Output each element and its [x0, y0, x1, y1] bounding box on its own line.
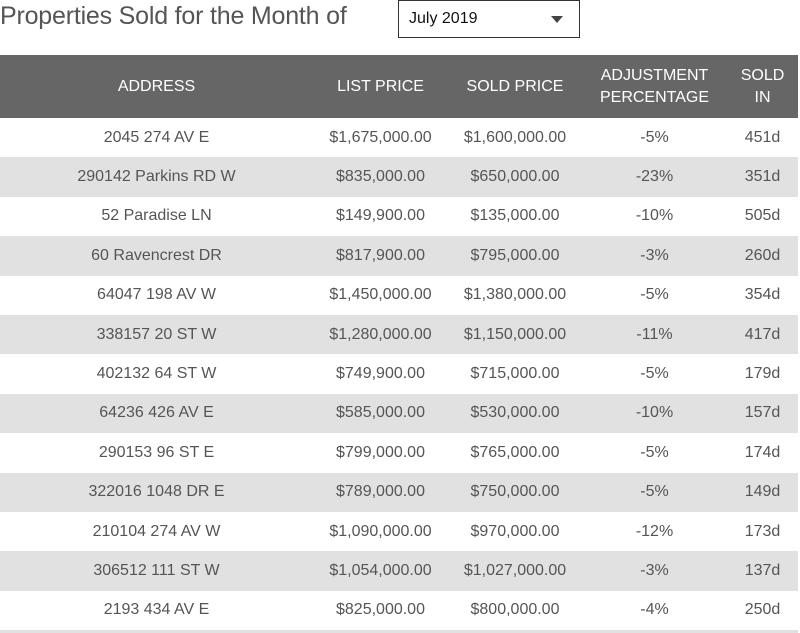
- column-header-adjustment-percentage: ADJUSTMENT PERCENTAGE: [599, 66, 710, 106]
- cell-list-price: $149,900.00: [336, 207, 425, 225]
- table-row: 290153 96 ST E $799,000.00 $765,000.00 -5% 1…: [0, 433, 798, 472]
- cell-sold-price: $1,027,000.00: [463, 561, 567, 579]
- cell-list-price: $825,000.00: [336, 601, 425, 619]
- table-row: 2045 274 AV E $1,675,000.00 $1,600,000.00 -…: [0, 118, 798, 157]
- table-row: 64047 198 AV W $1,450,000.00 $1,380,000.00…: [0, 276, 798, 315]
- cell-sold-in: 174d: [744, 443, 781, 461]
- cell-sold-price: $765,000.00: [470, 443, 560, 461]
- cell-list-price: $789,000.00: [336, 483, 425, 501]
- cell-sold-price: $135,000.00: [470, 207, 560, 225]
- cell-sold-in: 417d: [744, 325, 781, 343]
- cell-address: 290142 Parkins RD W: [77, 168, 236, 186]
- cell-list-price: $799,000.00: [336, 443, 425, 461]
- cell-adjustment-percentage: -23%: [635, 168, 674, 186]
- column-header-sold-price: SOLD PRICE: [466, 77, 564, 95]
- column-header-sold-in: SOLD IN: [740, 66, 785, 106]
- cell-adjustment-percentage: -3%: [640, 246, 669, 264]
- cell-adjustment-percentage: -5%: [640, 443, 669, 461]
- cell-sold-price: $530,000.00: [470, 404, 560, 422]
- table-row: 60 Ravencrest DR $817,900.00 $795,000.00 -3…: [0, 236, 798, 276]
- cell-list-price: $835,000.00: [336, 168, 425, 186]
- cell-sold-in: 137d: [744, 561, 781, 579]
- cell-adjustment-percentage: -4%: [640, 601, 669, 619]
- cell-address: 60 Ravencrest DR: [91, 246, 222, 264]
- cell-list-price: $585,000.00: [336, 404, 425, 422]
- cell-list-price: $1,054,000.00: [329, 561, 432, 579]
- cell-sold-in: 354d: [744, 286, 781, 304]
- month-select[interactable]: July 2019: [398, 0, 580, 38]
- cell-sold-in: 173d: [744, 522, 781, 540]
- cell-sold-price: $650,000.00: [470, 168, 560, 186]
- cell-sold-in: 250d: [744, 601, 781, 619]
- cell-sold-price: $795,000.00: [470, 246, 560, 264]
- cell-adjustment-percentage: -12%: [635, 522, 674, 540]
- caret-down-icon: [551, 16, 563, 23]
- cell-adjustment-percentage: -5%: [640, 286, 669, 304]
- cell-sold-in: 505d: [744, 207, 781, 225]
- column-header-list-price: LIST PRICE: [337, 77, 424, 95]
- cell-list-price: $749,900.00: [336, 365, 425, 383]
- cell-sold-price: $1,150,000.00: [463, 325, 567, 343]
- cell-list-price: $1,450,000.00: [329, 286, 432, 304]
- table-body: 2045 274 AV E $1,675,000.00 $1,600,000.00 -…: [0, 118, 798, 632]
- cell-adjustment-percentage: -10%: [635, 207, 674, 225]
- cell-sold-in: 149d: [744, 483, 781, 501]
- cell-sold-in: 179d: [744, 365, 781, 383]
- cell-list-price: $1,090,000.00: [329, 522, 432, 540]
- cell-sold-in: 157d: [744, 404, 781, 422]
- table-row: 402132 64 ST W $749,900.00 $715,000.00 -5% 1…: [0, 354, 798, 393]
- cell-sold-price: $800,000.00: [470, 601, 560, 619]
- cell-address: 52 Paradise LN: [101, 207, 212, 225]
- table-row: 290142 Parkins RD W $835,000.00 $650,000.0…: [0, 157, 798, 197]
- cell-adjustment-percentage: -5%: [640, 483, 669, 501]
- table-row: 210104 274 AV W $1,090,000.00 $970,000.00 -…: [0, 512, 798, 551]
- table-row: 2193 434 AV E $825,000.00 $800,000.00 -4% 25…: [0, 591, 798, 632]
- table-row: 52 Paradise LN $149,900.00 $135,000.00 -10%…: [0, 197, 798, 236]
- cell-sold-price: $1,380,000.00: [463, 286, 567, 304]
- table-row: 338157 20 ST W $1,280,000.00 $1,150,000.00…: [0, 314, 798, 355]
- cell-address: 338157 20 ST W: [96, 325, 217, 343]
- column-header-address: ADDRESS: [117, 77, 196, 95]
- cell-sold-price: $970,000.00: [470, 522, 560, 540]
- table-row: 64236 426 AV E $585,000.00 $530,000.00 -10%…: [0, 393, 798, 434]
- properties-sold-table: ADDRESS LIST PRICE SOLD PRICE ADJUSTMENT PE…: [0, 55, 798, 633]
- cell-address: 322016 1048 DR E: [88, 483, 225, 501]
- cell-address: 306512 111 ST W: [93, 561, 220, 579]
- cell-sold-in: 260d: [744, 246, 781, 264]
- cell-sold-price: $1,600,000.00: [463, 128, 567, 146]
- cell-adjustment-percentage: -5%: [640, 365, 669, 383]
- cell-list-price: $1,280,000.00: [329, 325, 432, 343]
- cell-list-price: $817,900.00: [336, 246, 425, 264]
- cell-sold-in: 351d: [744, 168, 781, 186]
- cell-address: 64236 426 AV E: [99, 404, 214, 422]
- cell-address: 290153 96 ST E: [98, 443, 215, 461]
- cell-sold-price: $715,000.00: [470, 365, 560, 383]
- cell-address: 2193 434 AV E: [103, 601, 210, 619]
- cell-address: 210104 274 AV W: [92, 522, 221, 540]
- cell-sold-price: $750,000.00: [470, 483, 560, 501]
- cell-address: 402132 64 ST W: [96, 365, 217, 383]
- cell-address: 2045 274 AV E: [103, 128, 210, 146]
- table-row: 306512 111 ST W $1,054,000.00 $1,027,000.0…: [0, 551, 798, 591]
- table-header-row: ADDRESS LIST PRICE SOLD PRICE ADJUSTMENT PE…: [0, 55, 798, 118]
- page-title: Properties Sold for the Month of: [0, 2, 347, 30]
- month-select-value: July 2019: [409, 10, 478, 27]
- cell-list-price: $1,675,000.00: [329, 128, 432, 146]
- cell-adjustment-percentage: -11%: [636, 325, 673, 343]
- cell-adjustment-percentage: -10%: [635, 404, 674, 422]
- cell-adjustment-percentage: -3%: [640, 561, 669, 579]
- cell-address: 64047 198 AV W: [97, 286, 216, 304]
- table-row: 322016 1048 DR E $789,000.00 $750,000.00 -5…: [0, 472, 798, 512]
- cell-sold-in: 451d: [744, 128, 781, 146]
- cell-adjustment-percentage: -5%: [640, 128, 669, 146]
